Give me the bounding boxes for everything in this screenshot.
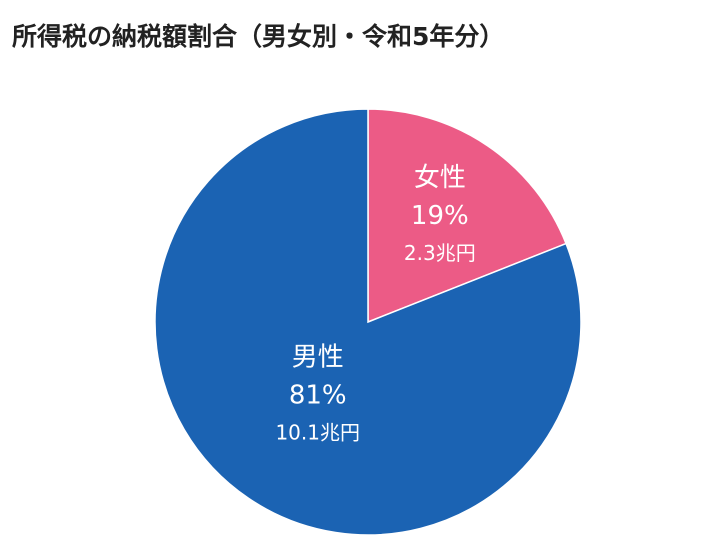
- slice-name: 女性: [414, 163, 466, 193]
- pie-slice: [367, 108, 568, 324]
- pie-slice: [154, 108, 582, 536]
- slice-percent: 19%: [411, 201, 469, 231]
- slice-percent: 81%: [289, 380, 347, 410]
- slice-amount: 10.1兆円: [275, 420, 360, 444]
- slice-name: 男性: [292, 342, 344, 372]
- slice-amount: 2.3兆円: [404, 241, 476, 265]
- chart-title: 所得税の納税額割合（男女別・令和5年分）: [12, 22, 504, 51]
